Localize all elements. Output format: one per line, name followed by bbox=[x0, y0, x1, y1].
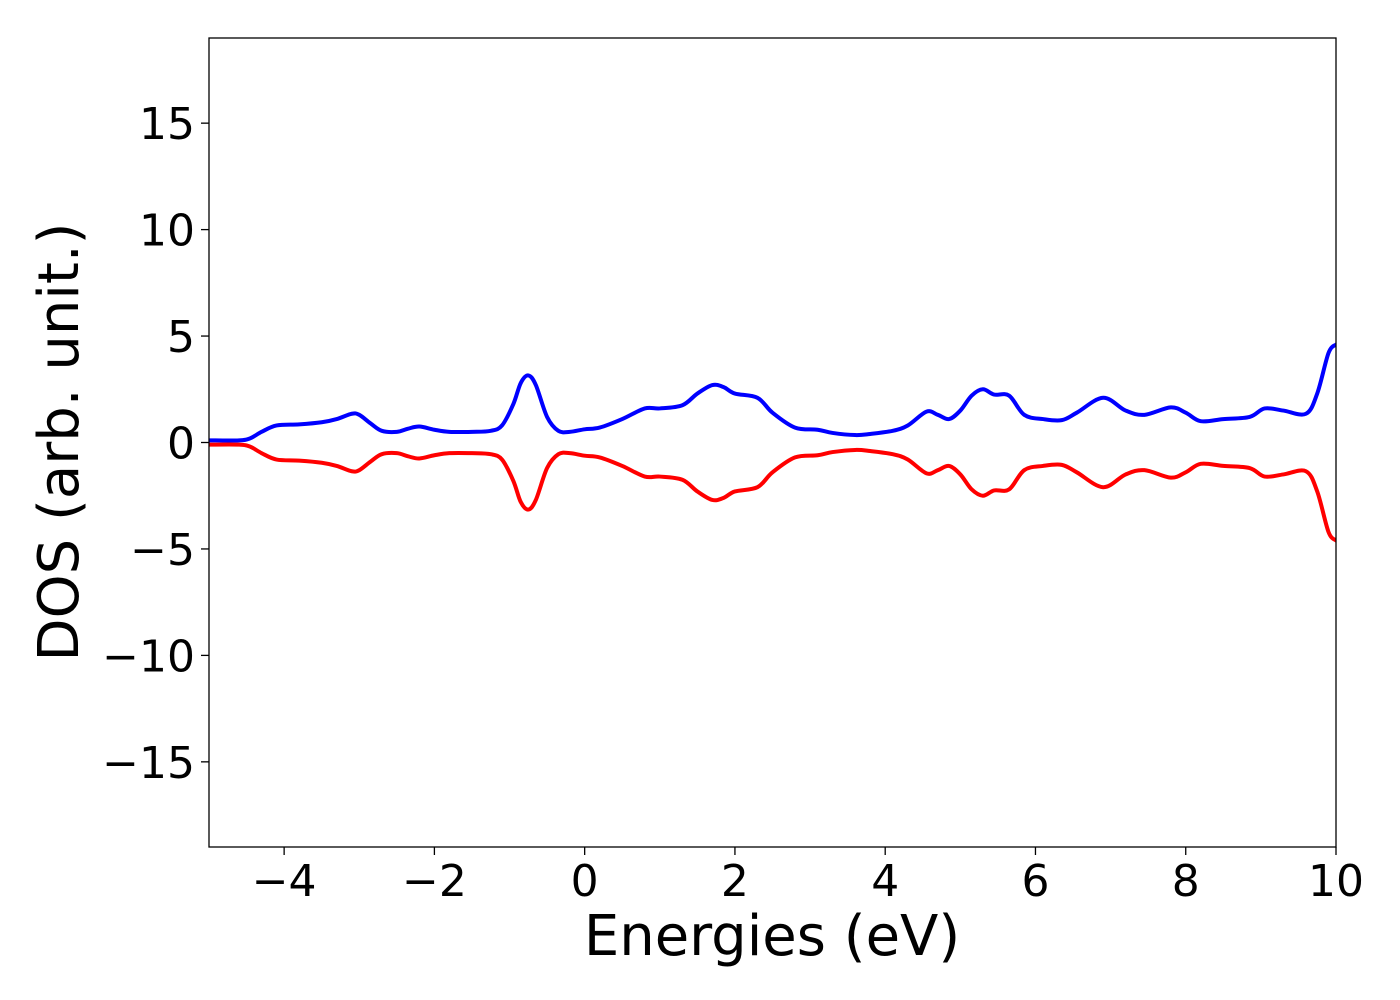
y-tick-label: 5 bbox=[167, 312, 195, 363]
x-tick-label: 2 bbox=[721, 856, 749, 907]
x-axis-title: Energies (eV) bbox=[584, 904, 960, 969]
x-tick-label: 0 bbox=[571, 856, 599, 907]
series-layer bbox=[209, 342, 1336, 543]
x-tick-label: 4 bbox=[871, 856, 899, 907]
x-tick-label: 6 bbox=[1021, 856, 1049, 907]
y-tick-label: −5 bbox=[130, 525, 195, 576]
x-axis: −4 −2 0 2 4 6 8 10 bbox=[252, 847, 1364, 907]
y-tick-label: 10 bbox=[139, 206, 195, 257]
y-axis: −15 −10 −5 0 5 10 15 bbox=[102, 99, 209, 789]
y-tick-label: −15 bbox=[102, 738, 195, 789]
y-axis-title: DOS (arb. unit.) bbox=[27, 222, 92, 661]
x-tick-label: 10 bbox=[1308, 856, 1364, 907]
y-tick-label: 0 bbox=[167, 419, 195, 470]
x-tick-label: −2 bbox=[402, 856, 467, 907]
dos-up-line bbox=[209, 342, 1336, 443]
dos-down-line bbox=[209, 442, 1336, 543]
x-tick-label: 8 bbox=[1172, 856, 1200, 907]
y-tick-label: −10 bbox=[102, 631, 195, 682]
x-tick-label: −4 bbox=[252, 856, 317, 907]
y-tick-label: 15 bbox=[139, 99, 195, 150]
